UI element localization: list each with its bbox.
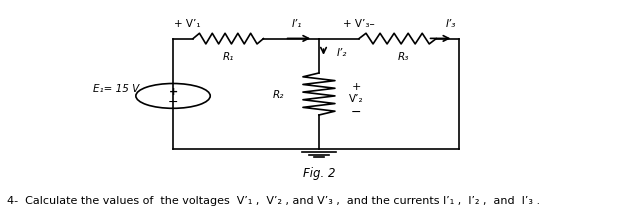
Text: −: − [168,96,178,109]
Text: +: + [352,82,361,92]
Text: I’₂: I’₂ [337,48,347,58]
Text: + V’₁: + V’₁ [174,19,201,29]
Text: + V’₃–: + V’₃– [343,19,375,29]
Text: I’₃: I’₃ [445,19,456,29]
Text: R₁: R₁ [223,52,234,61]
Text: I’₁: I’₁ [292,19,302,29]
Text: −: − [351,105,361,118]
Text: R₂: R₂ [273,90,285,99]
Text: R₃: R₃ [398,52,409,61]
Text: +: + [169,87,177,97]
Text: Fig. 2: Fig. 2 [303,166,335,179]
Text: 4-  Calculate the values of  the voltages  V’₁ ,  V’₂ , and V’₃ ,  and the curre: 4- Calculate the values of the voltages … [7,195,540,205]
Text: E₁= 15 V: E₁= 15 V [93,84,139,94]
Text: V’₂: V’₂ [349,93,364,103]
